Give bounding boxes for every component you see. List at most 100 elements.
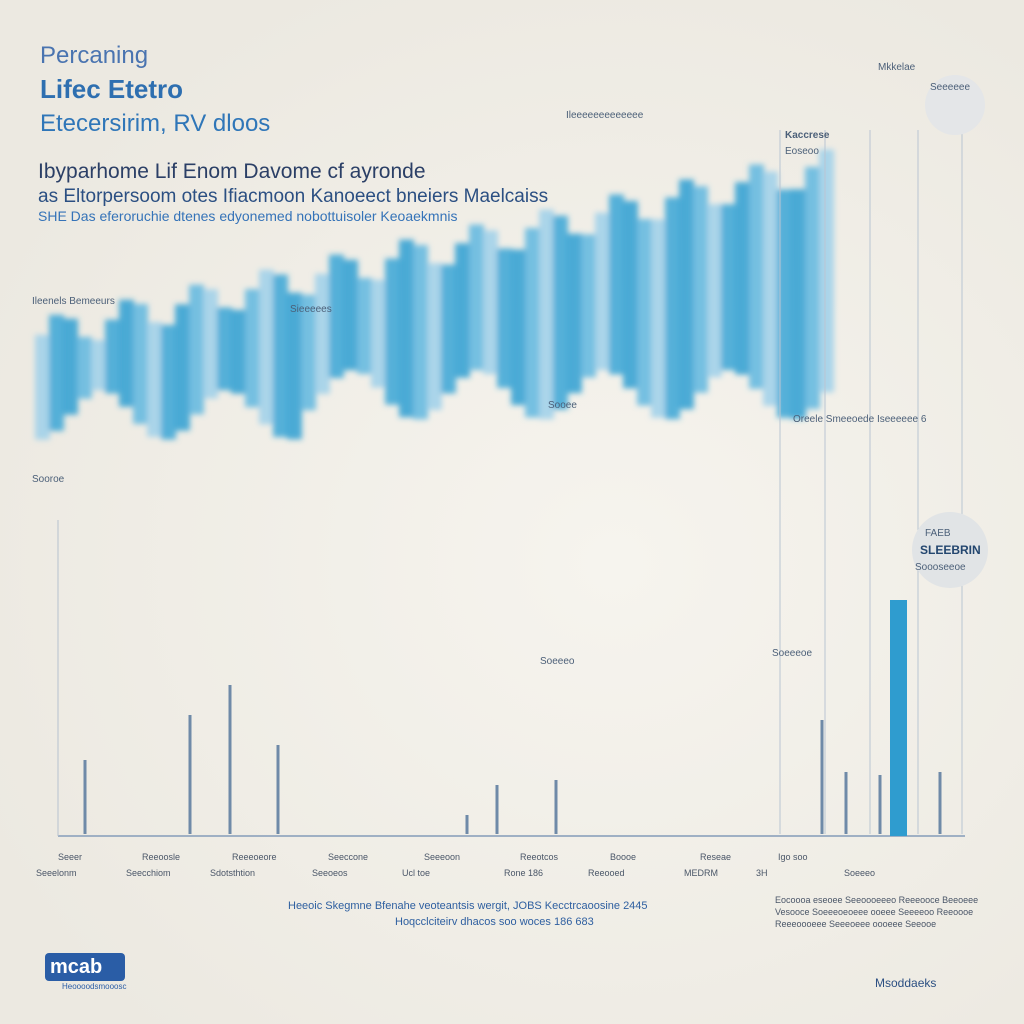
x-label: Seeoeos — [312, 868, 348, 878]
band-strip — [637, 218, 652, 406]
x-label: Soeeeo — [844, 868, 876, 878]
band-strip — [371, 279, 386, 388]
band-strip — [777, 189, 792, 418]
annotation: Soooseeoe — [915, 562, 966, 573]
band-strip — [133, 303, 148, 424]
band-strip — [455, 243, 470, 378]
band-strip — [217, 307, 232, 391]
band-strip — [35, 334, 50, 440]
band-strip — [385, 258, 400, 405]
subtitle: Etecersirim, RV dloos — [40, 110, 271, 137]
x-label: Reseae — [700, 852, 732, 862]
annotation: FAEB — [925, 528, 951, 539]
band-strip — [581, 234, 596, 378]
brand: Msoddaeks — [875, 976, 937, 990]
x-label: Seeeoon — [424, 852, 461, 862]
tall-bar — [890, 600, 907, 836]
band-strip — [427, 263, 442, 410]
band-strip — [259, 269, 274, 425]
band-strip — [273, 274, 288, 438]
band-strip — [735, 182, 750, 375]
band-strip — [763, 171, 778, 406]
band-strip — [175, 304, 190, 431]
band-strip — [399, 239, 414, 418]
x-label: Sdotsthtion — [210, 868, 256, 878]
band-strip — [231, 309, 246, 394]
annotation: Soeeeo — [540, 656, 575, 667]
band-strip — [665, 197, 680, 420]
band-strip — [49, 314, 64, 431]
band-strip — [553, 215, 568, 410]
band-strip — [357, 277, 372, 374]
logo-box — [45, 953, 125, 981]
x-label: Igo soo — [778, 852, 808, 862]
band-strip — [315, 273, 330, 394]
band-strip — [483, 230, 498, 375]
annotation: Mkkelae — [878, 62, 916, 73]
band-strip — [693, 186, 708, 393]
band-strip — [287, 292, 302, 440]
band-strip — [567, 233, 582, 394]
band-strip — [511, 249, 526, 406]
annotation: Kaccrese — [785, 130, 830, 141]
band-strip — [525, 227, 540, 418]
bubble — [925, 75, 985, 135]
footer-right: Reeeoooeee Seeeoeee oooeee Seeooe — [775, 919, 937, 929]
band-strip — [539, 209, 554, 420]
intro-line: SHE Das eferoruchie dtenes edyonemed nob… — [38, 208, 458, 224]
band-strip — [469, 224, 484, 371]
band-strip — [791, 189, 806, 420]
footer-line: Heeoic Skegmne Bfenahe veoteantsis wergi… — [288, 900, 648, 912]
band-strip — [105, 319, 120, 394]
annotation: Sieeeees — [290, 304, 332, 315]
band-strip — [749, 164, 764, 389]
band-strip — [63, 318, 78, 415]
x-label: MEDRM — [684, 868, 718, 878]
band-strip — [679, 179, 694, 410]
x-label: Reeotcos — [520, 852, 559, 862]
x-label: Seecchiom — [126, 868, 171, 878]
band-strip — [189, 284, 204, 415]
kicker: Percaning — [40, 42, 149, 69]
sticks — [83, 130, 963, 834]
band-strip — [721, 204, 736, 371]
band-strip — [77, 336, 92, 399]
footer-right: Eocoooa eseoee Seeoooeeeo Reeeooce Beeoe… — [775, 895, 979, 905]
x-label: 3H — [756, 868, 768, 878]
annotation: Ileenels Bemeeurs — [32, 296, 115, 307]
intro-line: as Eltorpersoom otes Ifiacmoon Kanoeect … — [38, 186, 549, 207]
band-strip — [707, 204, 722, 378]
blue-band — [35, 149, 834, 440]
band-strip — [301, 294, 316, 411]
intro-line: Ibyparhome Lif Enom Davome cf ayronde — [38, 160, 426, 183]
annotation: SLEEBRIN — [920, 543, 981, 557]
x-label: Boooe — [610, 852, 637, 862]
footer-right: Vesooce Soeeeoeoeee ooeee Seeeeoo Reeooo… — [775, 907, 974, 917]
band-strip — [91, 340, 106, 391]
band-strip — [161, 324, 176, 440]
band-strip — [623, 200, 638, 389]
logo-sub: Heoooodsmooosc — [62, 982, 127, 991]
x-label: Reeooed — [588, 868, 625, 878]
x-label: Rone 186 — [504, 868, 544, 878]
annotation: Sooee — [548, 400, 577, 411]
band-strip — [329, 254, 344, 379]
band-strip — [819, 149, 834, 393]
band-strip — [805, 166, 820, 409]
annotation: Soeeeoe — [772, 648, 813, 659]
annotation: Sooroe — [32, 474, 65, 485]
x-label: Ucl toe — [402, 868, 431, 878]
band-strip — [609, 194, 624, 375]
x-label: Reeoosle — [142, 852, 181, 862]
band-strip — [119, 299, 134, 407]
band-strip — [441, 264, 456, 394]
footer-line: Hoqcclciteirv dhacos soo woces 186 683 — [395, 916, 594, 928]
band-strip — [595, 212, 610, 371]
band-strip — [651, 219, 666, 418]
band-strip — [343, 259, 358, 371]
title: Lifec Etetro — [40, 74, 184, 104]
band-strip — [203, 289, 218, 399]
bubble — [912, 512, 988, 588]
